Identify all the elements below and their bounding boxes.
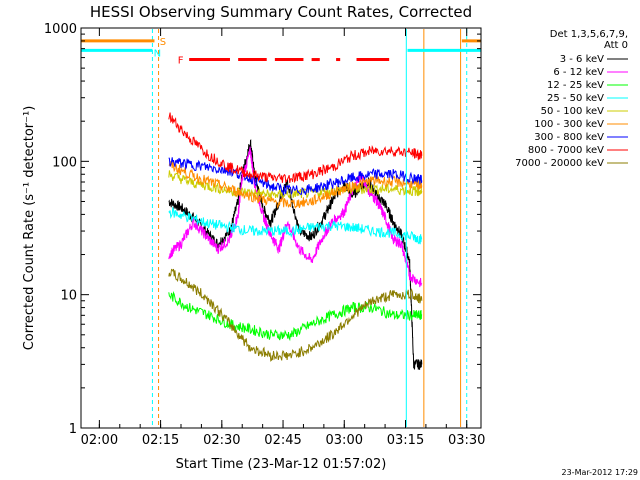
x-axis-ticks: 02:00 02:15 02:30 02:45 03:00 03:15 03:30: [81, 28, 485, 448]
x-tick-label-6: 03:30: [448, 433, 485, 448]
plot-frame: [80, 27, 482, 429]
x-tick-label-1: 02:15: [142, 433, 179, 448]
x-tick-label-2: 02:30: [203, 433, 240, 448]
series-line-8: [168, 268, 423, 362]
series-line-6: [168, 157, 423, 196]
y-tick-label-0: 1: [69, 422, 77, 437]
series-line-3: [168, 205, 423, 245]
x-tick-label-4: 03:00: [326, 433, 363, 448]
series-line-7: [168, 112, 423, 184]
plot-lines: [151, 29, 468, 427]
series-line-0: [168, 139, 423, 370]
timestamp: 23-Mar-2012 17:29: [562, 468, 639, 477]
legend-entry-7: 800 - 7000 keV: [528, 145, 604, 156]
series-line-2: [168, 290, 423, 342]
legend-entry-8: 7000 - 20000 keV: [515, 158, 604, 169]
series-line-4: [168, 170, 423, 200]
series-line-1: [168, 146, 423, 288]
legend-entry-4: 50 - 100 keV: [541, 106, 605, 117]
y-axis-label: Corrected Count Rate (s⁻¹ detector⁻¹): [22, 106, 37, 351]
y-tick-label-3: 1000: [44, 22, 77, 37]
x-axis-label: Start Time (23-Mar-12 01:57:02): [176, 457, 387, 472]
legend-entry-2: 12 - 25 keV: [547, 80, 604, 91]
state-label-s: S: [160, 37, 166, 48]
legend: Det 1,3,5,6,7,9,Att 03 - 6 keV 6 - 12 keV…: [515, 29, 628, 169]
x-tick-label-5: 03:15: [387, 433, 424, 448]
legend-title-line-0: Det 1,3,5,6,7,9,: [550, 29, 628, 40]
y-axis-ticks: 1 10 100 1000: [44, 22, 481, 437]
legend-title-line-1: Att 0: [604, 40, 628, 51]
y-tick-label-2: 100: [52, 155, 77, 170]
x-tick-label-0: 02:00: [81, 433, 118, 448]
state-label-n: N: [154, 48, 161, 59]
series-line-5: [168, 161, 423, 209]
legend-entry-1: 6 - 12 keV: [553, 67, 604, 78]
legend-entry-5: 100 - 300 keV: [534, 119, 604, 130]
chart-title: HESSI Observing Summary Count Rates, Cor…: [90, 3, 472, 21]
y-tick-label-1: 10: [60, 289, 77, 304]
state-label-f: F: [178, 56, 184, 67]
legend-entry-3: 25 - 50 keV: [547, 93, 604, 104]
legend-entry-0: 3 - 6 keV: [560, 54, 604, 65]
legend-entry-6: 300 - 800 keV: [534, 132, 604, 143]
x-tick-label-3: 02:45: [264, 433, 301, 448]
state-bars: SN F: [81, 37, 481, 67]
